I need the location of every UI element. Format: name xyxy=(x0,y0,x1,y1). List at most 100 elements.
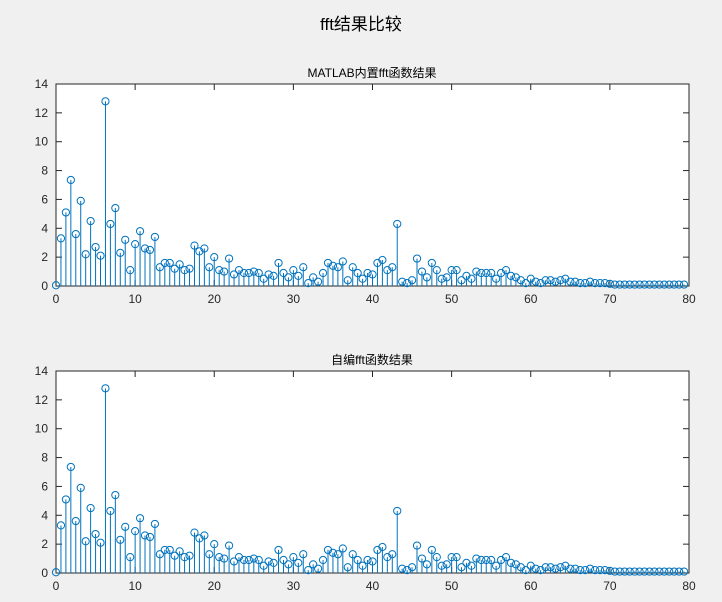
bottom-stem-marker xyxy=(605,566,614,575)
bottom-stem-marker xyxy=(215,553,224,562)
top-stem-marker xyxy=(200,244,209,253)
bottom-stem-marker xyxy=(126,553,135,562)
figure-title: fft结果比较 xyxy=(320,15,402,34)
bottom-stem-marker xyxy=(447,553,456,562)
top-stem-marker xyxy=(185,264,194,273)
top-stem-marker xyxy=(650,280,659,289)
top-stem-marker xyxy=(403,279,412,288)
top-stem-marker xyxy=(457,276,466,285)
top-stem-marker xyxy=(675,280,684,289)
top-stem-marker xyxy=(111,203,120,213)
bottom-stem-marker xyxy=(121,522,130,531)
top-stem-marker xyxy=(437,274,446,283)
bottom-stem-marker xyxy=(407,563,417,572)
bottom-stem-marker xyxy=(131,527,140,536)
top-stem-marker xyxy=(318,268,328,278)
bottom-stem-marker xyxy=(190,528,199,537)
bottom-stem-marker xyxy=(229,557,239,566)
top-stem-marker xyxy=(314,277,323,286)
bottom-stem-marker xyxy=(492,561,501,570)
bottom-stem-marker xyxy=(650,567,659,576)
bottom-stem-marker xyxy=(368,557,377,566)
top-stem-marker xyxy=(205,263,214,272)
top-subplot-title: MATLAB内置fft函数结果 xyxy=(308,65,437,80)
top-stem-marker xyxy=(536,279,545,288)
top-stem-marker xyxy=(482,268,491,278)
top-stem-marker xyxy=(590,279,600,288)
top-y-tick-label: 2 xyxy=(41,250,48,264)
top-stem-marker xyxy=(86,216,95,226)
bottom-stem-marker xyxy=(195,534,204,543)
bottom-subplot: 自编fft函数结果 0 10 20 30 40 50 60 70 80 0 2 4 6 8 10 12 14 xyxy=(35,352,696,593)
bottom-stem-marker xyxy=(101,384,110,393)
bottom-stem-marker xyxy=(210,540,219,549)
bottom-stem-marker xyxy=(551,564,560,573)
bottom-stem-marker xyxy=(615,567,624,576)
bottom-subplot-title: 自编fft函数结果 xyxy=(331,352,413,367)
bottom-stem-marker xyxy=(640,567,649,576)
top-y-tick-label: 10 xyxy=(35,135,49,149)
bottom-stem-marker xyxy=(585,564,595,573)
bottom-x-tick-label: 80 xyxy=(682,579,696,593)
bottom-stem-marker xyxy=(472,554,481,563)
bottom-stem-marker xyxy=(160,545,169,555)
top-stem-marker xyxy=(215,266,224,275)
bottom-stem-marker xyxy=(244,555,253,565)
bottom-x-tick-label: 20 xyxy=(208,579,222,593)
bottom-stem-marker xyxy=(363,555,372,565)
top-stem-marker xyxy=(492,274,501,283)
bottom-stem-marker xyxy=(284,560,293,569)
top-stem-marker xyxy=(224,254,234,263)
top-x-tick-label: 70 xyxy=(603,292,617,306)
top-stem-marker xyxy=(407,276,417,285)
top-stem-marker xyxy=(220,267,229,276)
bottom-x-tick-label: 60 xyxy=(524,579,538,593)
top-stem-marker xyxy=(506,271,516,280)
bottom-stem-marker xyxy=(442,560,451,569)
bottom-stem-marker xyxy=(675,567,684,576)
top-stem-marker xyxy=(432,266,441,275)
bottom-stem-marker xyxy=(135,514,145,523)
top-stem-marker xyxy=(526,274,535,283)
top-stem-marker xyxy=(595,279,605,288)
bottom-stem-marker xyxy=(279,555,288,565)
top-stem-marker xyxy=(477,268,486,278)
bottom-stem-marker xyxy=(165,545,174,555)
top-stem-marker xyxy=(556,276,565,285)
top-stem-marker xyxy=(679,280,689,289)
top-stem-marker xyxy=(655,280,664,289)
top-stem-marker xyxy=(412,254,422,263)
top-y-tick-label: 14 xyxy=(35,77,49,91)
bottom-stem-marker xyxy=(309,560,318,569)
bottom-stem-marker xyxy=(655,567,664,576)
bottom-stem-marker xyxy=(496,555,506,565)
top-stem-marker xyxy=(61,208,70,217)
top-stem-marker xyxy=(96,251,105,260)
top-stem-marker xyxy=(516,276,525,285)
top-stem-marker xyxy=(195,247,204,256)
bottom-stem-marker xyxy=(224,541,234,550)
bottom-x-tick-label: 40 xyxy=(366,579,380,593)
top-stem-marker xyxy=(625,280,634,289)
bottom-stem-marker xyxy=(155,550,164,559)
top-stem-marker xyxy=(353,268,362,278)
top-stem-marker xyxy=(289,266,298,275)
bottom-stem-marker xyxy=(566,564,575,573)
bottom-stem-marker xyxy=(348,550,357,559)
top-stem-marker xyxy=(670,280,679,289)
top-stem-marker xyxy=(274,258,283,268)
top-stem-marker xyxy=(284,273,293,282)
bottom-stem-marker xyxy=(353,555,362,565)
bottom-y-tick-label: 8 xyxy=(41,451,48,465)
top-stem-marker xyxy=(106,219,115,229)
top-stem-marker xyxy=(71,229,80,239)
bottom-stem-marker xyxy=(71,516,80,526)
bottom-stem-marker xyxy=(417,554,427,563)
top-stem-marker xyxy=(175,260,184,269)
top-stem-marker xyxy=(338,257,347,266)
bottom-stem-marker xyxy=(200,531,209,540)
bottom-stem-marker xyxy=(66,462,75,472)
top-stem-marker xyxy=(383,266,392,275)
top-stem-marker xyxy=(170,264,179,273)
